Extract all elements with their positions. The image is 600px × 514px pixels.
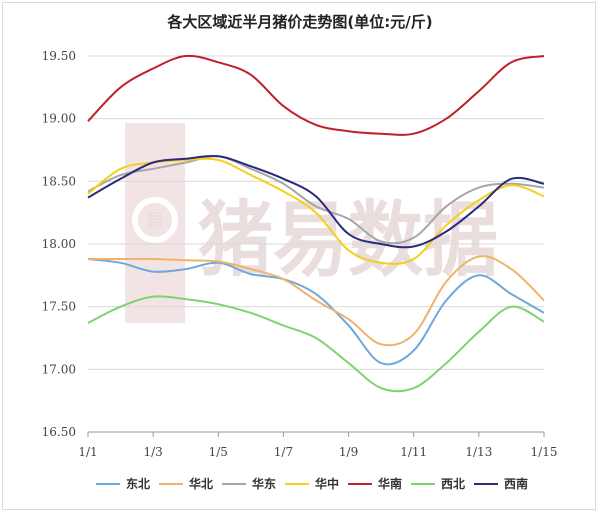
x-tick-label: 1/1	[78, 445, 97, 459]
x-tick-label: 1/13	[465, 445, 492, 459]
x-tick-label: 1/5	[209, 445, 228, 459]
legend-label: 华南	[378, 476, 402, 491]
pig-logo-icon	[132, 197, 178, 243]
y-tick-label: 17.00	[42, 362, 76, 376]
series-line-2	[88, 255, 545, 347]
y-tick-label: 17.50	[42, 300, 76, 314]
series-line-5	[87, 54, 545, 136]
chart-title: 各大区域近半月猪价走势图(单位:元/斤)	[166, 13, 432, 31]
y-tick-label: 18.50	[42, 174, 76, 188]
watermark: 易 猪易数据	[125, 123, 498, 323]
legend-item: 华南	[348, 476, 402, 491]
legend-label: 西南	[504, 476, 528, 491]
x-tick-label: 1/3	[143, 445, 162, 459]
series-line-1	[87, 258, 545, 366]
x-tick-label: 1/15	[531, 445, 558, 459]
legend-label: 华中	[315, 476, 339, 491]
x-tick-label: 1/7	[274, 445, 293, 459]
series-line-3	[87, 155, 545, 245]
gridlines	[88, 55, 544, 370]
legend-item: 华东	[222, 476, 276, 491]
legend-item: 西北	[411, 476, 465, 491]
x-tick-label: 1/11	[400, 445, 427, 459]
watermark-text: 猪易数据	[198, 193, 498, 288]
y-tick-label: 18.00	[42, 237, 76, 251]
y-tick-label: 16.50	[42, 425, 76, 439]
y-tick-label: 19.00	[42, 112, 76, 126]
legend-item: 西南	[474, 476, 528, 491]
x-axis: 1/1 1/3 1/5 1/7 1/9 1/11 1/13 1/15	[78, 432, 557, 459]
legend-item: 东北	[96, 476, 150, 491]
x-tick-label: 1/9	[339, 445, 358, 459]
legend-label: 东北	[126, 476, 150, 491]
legend-item: 华北	[159, 476, 213, 491]
legend: 东北 华北 华东 华中 华南 西北 西南	[96, 476, 528, 491]
watermark-logo-text: 易	[146, 211, 164, 232]
legend-item: 华中	[285, 476, 339, 491]
legend-label: 西北	[441, 476, 465, 491]
series-line-6	[87, 295, 545, 393]
y-axis: 16.50 17.00 17.50 18.00 18.50 19.00 19.50	[42, 49, 76, 439]
y-tick-label: 19.50	[42, 49, 76, 63]
series-lines	[87, 54, 545, 393]
legend-label: 华北	[189, 476, 213, 491]
chart-frame	[2, 2, 596, 510]
series-line-7	[87, 154, 545, 249]
legend-label: 华东	[252, 476, 276, 491]
